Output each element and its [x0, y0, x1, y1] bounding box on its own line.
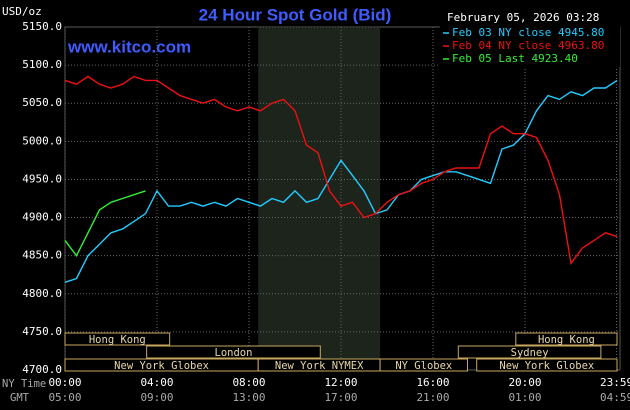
session-label: New York Globex — [499, 360, 594, 372]
legend-box — [440, 25, 620, 67]
x2-tick-label: 04:59 — [600, 391, 630, 404]
y-tick-label: 4750.0 — [22, 325, 62, 338]
legend-label: Feb 04 NY close 4963.80 — [452, 39, 604, 52]
session-label: New York Globex — [114, 360, 209, 372]
session-label: Sydney — [511, 347, 549, 359]
x2-tick-label: 17:00 — [324, 391, 357, 404]
series-line — [64, 75, 618, 266]
x-tick-label: 16:00 — [416, 376, 449, 389]
x-row-label: NY Time — [2, 378, 46, 390]
session-bar — [379, 358, 469, 372]
watermark: www.kitco.com — [67, 37, 191, 56]
y-tick-label: 5100.0 — [22, 58, 62, 71]
session-bar — [146, 345, 321, 359]
x-tick-label: 04:00 — [140, 376, 173, 389]
y-tick-label: 4800.0 — [22, 287, 62, 300]
series-line — [64, 190, 146, 258]
chart-title: 24 Hour Spot Gold (Bid) — [199, 5, 392, 24]
x2-tick-label: 05:00 — [48, 391, 81, 404]
y-tick-label: 4700.0 — [22, 363, 62, 376]
y-tick-label: 5150.0 — [22, 20, 62, 33]
session-bar — [64, 332, 171, 346]
session-bar — [476, 358, 618, 372]
x2-tick-label: 09:00 — [140, 391, 173, 404]
x-tick-label: 23:59 — [600, 376, 630, 389]
y-tick-label: 4950.0 — [22, 172, 62, 185]
unit-label: USD/oz — [2, 5, 42, 18]
session-bar — [457, 345, 602, 359]
session-label: NY Globex — [395, 360, 452, 372]
x-tick-label: 12:00 — [324, 376, 357, 389]
session-shade — [258, 27, 381, 370]
session-bar — [515, 332, 618, 346]
legend-label: Feb 05 Last 4923.40 — [452, 52, 578, 65]
legend-label: Feb 03 NY close 4945.80 — [452, 26, 604, 39]
x2-tick-label: 01:00 — [508, 391, 541, 404]
x-tick-label: 08:00 — [232, 376, 265, 389]
timestamp: February 05, 2026 03:28 — [447, 11, 599, 24]
x-row-label: GMT — [10, 392, 30, 404]
x-tick-label: 00:00 — [48, 376, 81, 389]
y-tick-label: 4900.0 — [22, 211, 62, 224]
x-tick-label: 20:00 — [508, 376, 541, 389]
session-label: Hong Kong — [538, 334, 595, 346]
y-tick-label: 4850.0 — [22, 249, 62, 262]
plot-layer — [64, 26, 621, 371]
session-label: New York NYMEX — [275, 360, 364, 372]
session-label: Hong Kong — [89, 334, 146, 346]
y-tick-label: 5000.0 — [22, 134, 62, 147]
x2-tick-label: 13:00 — [232, 391, 265, 404]
x2-tick-label: 21:00 — [416, 391, 449, 404]
y-tick-label: 5050.0 — [22, 96, 62, 109]
session-label: London — [215, 347, 253, 359]
